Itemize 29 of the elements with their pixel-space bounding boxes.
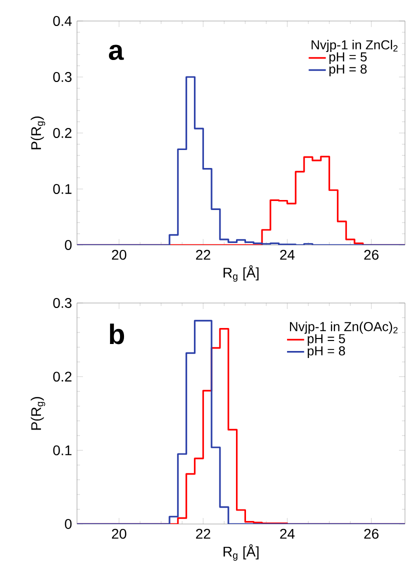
text: b: [110, 324, 124, 344]
legend-title: Nvjp-1 in Zn(OAc)$_{2}$: [290, 322, 398, 334]
y-tick-label: 0: [64, 519, 72, 529]
y-tick-label: 0: [64, 240, 72, 250]
y-tick-label: 0.2: [53, 128, 72, 138]
x-axis-title: R$_{g}$ [Å]: [224, 544, 259, 561]
y-tick-label: 0.1: [53, 184, 72, 194]
y-axis-title: P(R$_{g}$): [30, 116, 46, 150]
x-tick-label: 24: [280, 528, 295, 539]
y-axis-title: P(R$_{g}$): [30, 397, 46, 430]
y-tick-label: 0.4: [53, 16, 72, 26]
y-tick-label: 0.3: [53, 72, 72, 82]
x-tick-label: 24: [280, 250, 295, 260]
y-tick-label: 0.2: [53, 372, 72, 382]
legend-label: pH = 5: [308, 334, 346, 346]
x-tick-label: 22: [196, 250, 210, 260]
text: a: [108, 44, 124, 60]
x-tick-label: 26: [364, 250, 379, 260]
x-axis-title: R$_{g}$ [Å]: [224, 265, 259, 282]
x-tick-label: 26: [364, 528, 379, 539]
legend-label: pH = 5: [329, 52, 367, 64]
x-tick-label: 20: [112, 528, 126, 539]
y-tick-label: 0.1: [53, 445, 72, 456]
legend-label: pH = 8: [308, 346, 346, 358]
x-tick-label: 20: [112, 250, 126, 260]
legend-title: Nvjp-1 in ZnCl$_{2}$: [312, 40, 398, 52]
y-tick-label: 0.3: [53, 298, 72, 308]
legend-label: pH = 8: [329, 64, 367, 76]
x-tick-label: 22: [196, 528, 210, 539]
